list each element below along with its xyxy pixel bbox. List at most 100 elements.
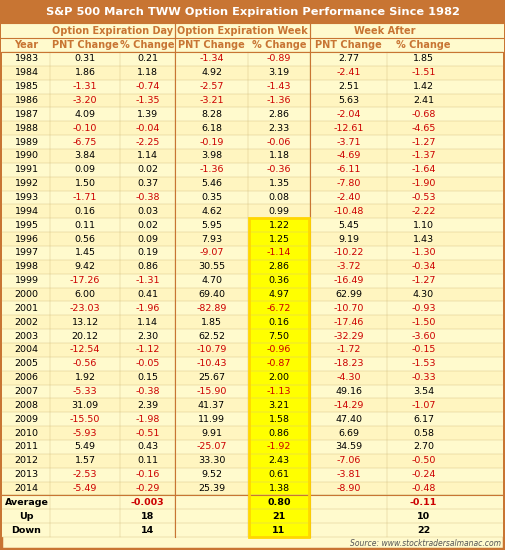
Text: 2014: 2014	[15, 484, 38, 493]
Text: -0.06: -0.06	[267, 138, 291, 146]
Text: -0.16: -0.16	[135, 470, 160, 479]
Text: 9.42: 9.42	[75, 262, 95, 271]
Text: -17.46: -17.46	[333, 318, 364, 327]
Bar	[2, 177, 503, 190]
Bar	[2, 426, 503, 440]
Text: 2007: 2007	[15, 387, 38, 396]
Text: -0.50: -0.50	[411, 456, 436, 465]
Text: -0.53: -0.53	[411, 193, 436, 202]
Text: 0.43: 0.43	[137, 442, 158, 452]
Text: -0.34: -0.34	[411, 262, 436, 271]
Bar	[2, 246, 503, 260]
Bar	[2, 315, 503, 329]
Text: 1999: 1999	[15, 276, 38, 285]
Text: 2010: 2010	[15, 428, 38, 438]
Text: 3.54: 3.54	[413, 387, 434, 396]
Text: -1.30: -1.30	[411, 249, 436, 257]
Text: 0.09: 0.09	[75, 166, 95, 174]
Text: 1987: 1987	[15, 110, 38, 119]
Bar	[1, 23, 504, 38]
Text: 0.08: 0.08	[269, 193, 289, 202]
Text: 2.77: 2.77	[338, 54, 359, 63]
Text: 0.03: 0.03	[137, 207, 158, 216]
Text: 1.92: 1.92	[75, 373, 95, 382]
Text: 3.98: 3.98	[201, 151, 222, 161]
Bar	[2, 149, 503, 163]
Text: -1.50: -1.50	[411, 318, 436, 327]
Bar	[2, 468, 503, 482]
Text: 69.40: 69.40	[198, 290, 225, 299]
Text: 1.45: 1.45	[75, 249, 95, 257]
Bar	[2, 398, 503, 412]
Bar	[2, 190, 503, 205]
Text: 0.86: 0.86	[269, 428, 289, 438]
Text: 1992: 1992	[15, 179, 38, 188]
Text: 1.42: 1.42	[413, 82, 434, 91]
Bar	[2, 122, 503, 135]
Text: -2.41: -2.41	[336, 68, 361, 78]
Text: PNT Change: PNT Change	[52, 40, 118, 50]
Text: -7.80: -7.80	[336, 179, 361, 188]
Text: 6.00: 6.00	[75, 290, 95, 299]
Text: 2.86: 2.86	[269, 110, 289, 119]
Text: -5.49: -5.49	[73, 484, 97, 493]
Text: -3.81: -3.81	[336, 470, 361, 479]
Text: 10: 10	[417, 512, 430, 521]
Text: Down: Down	[12, 526, 41, 535]
Text: -0.36: -0.36	[267, 166, 291, 174]
Text: -3.20: -3.20	[73, 96, 97, 105]
Text: 7.93: 7.93	[201, 234, 222, 244]
Text: 1.50: 1.50	[75, 179, 95, 188]
Text: 1986: 1986	[15, 96, 38, 105]
Bar	[2, 509, 503, 523]
Text: -0.05: -0.05	[135, 359, 160, 369]
Text: 1.14: 1.14	[137, 151, 158, 161]
Text: -25.07: -25.07	[196, 442, 227, 452]
Text: 6.69: 6.69	[338, 428, 359, 438]
Bar	[2, 205, 503, 218]
Text: 0.80: 0.80	[267, 498, 291, 507]
Text: 1983: 1983	[15, 54, 38, 63]
Text: 1997: 1997	[15, 249, 38, 257]
Text: 0.09: 0.09	[137, 234, 158, 244]
Text: -0.87: -0.87	[267, 359, 291, 369]
Text: 0.56: 0.56	[75, 234, 95, 244]
Text: -1.14: -1.14	[267, 249, 291, 257]
Text: 0.31: 0.31	[74, 54, 95, 63]
Text: 2005: 2005	[15, 359, 38, 369]
Text: 1.58: 1.58	[269, 415, 289, 424]
Text: 30.55: 30.55	[198, 262, 225, 271]
Text: 1998: 1998	[15, 262, 38, 271]
Text: 0.11: 0.11	[75, 221, 95, 230]
Bar	[2, 52, 503, 66]
Text: % Change: % Change	[252, 40, 306, 50]
Text: 3.84: 3.84	[74, 151, 95, 161]
Text: 6.17: 6.17	[413, 415, 434, 424]
Text: 62.52: 62.52	[198, 332, 225, 340]
Text: 2004: 2004	[15, 345, 38, 354]
Text: 1985: 1985	[15, 82, 38, 91]
Text: -7.06: -7.06	[336, 456, 361, 465]
Text: 0.02: 0.02	[137, 166, 158, 174]
Text: -32.29: -32.29	[333, 332, 364, 340]
Text: -2.40: -2.40	[336, 193, 361, 202]
Text: 1991: 1991	[15, 166, 38, 174]
Text: -1.12: -1.12	[135, 345, 160, 354]
Bar	[2, 260, 503, 274]
Text: S&P 500 March TWW Option Expiration Performance Since 1982: S&P 500 March TWW Option Expiration Perf…	[45, 7, 460, 17]
Text: -10.22: -10.22	[333, 249, 364, 257]
Text: 6.18: 6.18	[201, 124, 222, 133]
Text: -1.98: -1.98	[135, 415, 160, 424]
Bar	[2, 218, 503, 232]
Text: 1.85: 1.85	[201, 318, 222, 327]
Text: 2003: 2003	[15, 332, 38, 340]
Text: -0.74: -0.74	[135, 82, 160, 91]
Bar	[2, 301, 503, 315]
Text: -0.19: -0.19	[199, 138, 224, 146]
Text: 1.18: 1.18	[137, 68, 158, 78]
Text: -3.72: -3.72	[336, 262, 361, 271]
Text: 2008: 2008	[15, 401, 38, 410]
Bar	[2, 523, 503, 537]
Text: 9.91: 9.91	[201, 428, 222, 438]
Text: 5.49: 5.49	[75, 442, 95, 452]
